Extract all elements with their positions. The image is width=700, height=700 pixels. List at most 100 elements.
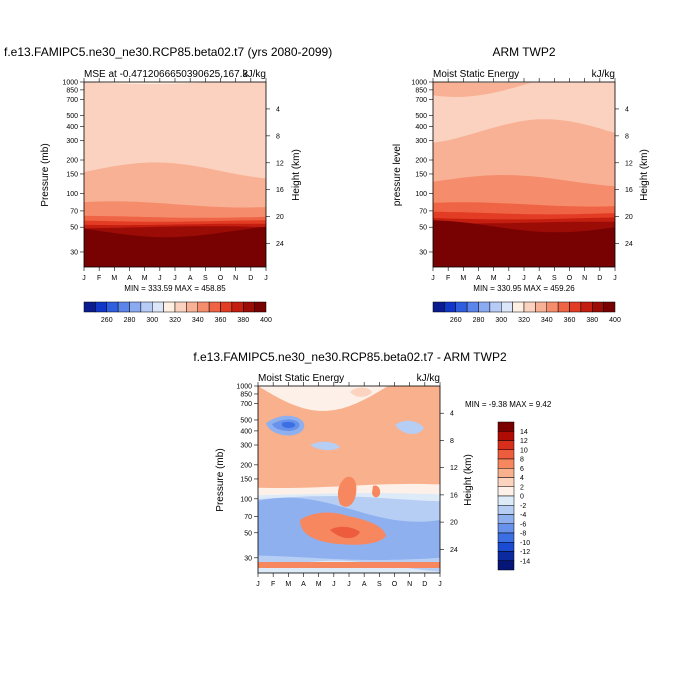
y-tick-label: 30 xyxy=(244,555,252,562)
x-tick-label: J xyxy=(82,275,86,282)
x-tick-label: J xyxy=(264,275,268,282)
colorbar-swatch xyxy=(140,301,153,313)
y-tick-label-right: 16 xyxy=(625,187,633,194)
colorbar-swatch xyxy=(580,301,593,313)
y-tick-label: 30 xyxy=(70,249,78,256)
x-tick-label: N xyxy=(582,275,587,282)
contour-blob xyxy=(337,476,357,507)
x-tick-label: M xyxy=(285,581,291,588)
y-tick-label: 100 xyxy=(66,191,78,198)
y-tick-label-right: 12 xyxy=(450,465,458,472)
y-tick-label: 1000 xyxy=(62,80,78,87)
colorbar-label: -2 xyxy=(520,503,526,510)
y-tick-label: 200 xyxy=(66,158,78,165)
x-tick-label: A xyxy=(301,581,306,588)
colorbar-swatch xyxy=(501,301,513,313)
x-tick-label: J xyxy=(332,581,336,588)
y-tick-label: 150 xyxy=(240,476,252,483)
x-tick-label: J xyxy=(438,581,442,588)
colorbar-swatch xyxy=(497,542,515,552)
colorbar-swatch xyxy=(220,301,233,313)
colorbar-swatch xyxy=(174,301,187,313)
y-tick-label: 850 xyxy=(415,87,427,94)
x-tick-label: J xyxy=(173,275,177,282)
colorbar-label: 360 xyxy=(215,317,227,324)
x-tick-label: A xyxy=(188,275,193,282)
y-tick-label: 500 xyxy=(415,113,427,120)
y-axis-label-right: Height (km) xyxy=(291,149,302,201)
colorbar: 260 280 300 320 340 360 380 400 xyxy=(83,301,272,324)
contour-blob xyxy=(258,562,440,568)
colorbar-swatch xyxy=(603,301,616,313)
colorbar-label: 4 xyxy=(520,475,524,482)
panel-subtitle-right: kJ/kg xyxy=(243,69,266,80)
y-tick-label-right: 20 xyxy=(625,214,633,221)
x-tick-label: J xyxy=(158,275,162,282)
y-tick-label: 200 xyxy=(415,158,427,165)
colorbar-swatch xyxy=(557,301,570,313)
x-tick-label: J xyxy=(347,581,351,588)
colorbar-label: 12 xyxy=(520,438,528,445)
x-tick-label: M xyxy=(142,275,148,282)
colorbar-label: 340 xyxy=(192,317,204,324)
colorbar-label: 400 xyxy=(260,317,272,324)
y-tick-label-right: 4 xyxy=(625,106,629,113)
x-tick-label: A xyxy=(127,275,132,282)
x-tick-label: J xyxy=(613,275,617,282)
colorbar-swatch xyxy=(497,495,515,506)
y-tick-label: 50 xyxy=(244,530,252,537)
x-tick-label: N xyxy=(407,581,412,588)
x-tick-label: A xyxy=(476,275,481,282)
x-tick-label: S xyxy=(377,581,382,588)
y-tick-label-right: 8 xyxy=(625,133,629,140)
x-tick-label: M xyxy=(460,275,466,282)
contour-band xyxy=(433,220,615,267)
colorbar-swatch xyxy=(106,301,119,313)
axes: J F M A M J J A S O N D J 30 50 70 100 150 200 300 400 500 700… xyxy=(62,78,284,282)
colorbar-label: -14 xyxy=(520,558,530,565)
y-tick-label: 300 xyxy=(415,138,427,145)
x-tick-label: J xyxy=(522,275,526,282)
contour-blob xyxy=(330,526,360,539)
colorbar-swatch xyxy=(497,431,515,441)
colorbar-label: -10 xyxy=(520,540,530,547)
y-tick-label-right: 16 xyxy=(450,492,458,499)
y-tick-label: 400 xyxy=(415,124,427,131)
panel-model: f.e13.FAMIPC5.ne30_ne30.RCP85.beta02.t7 … xyxy=(4,45,332,324)
colorbar-swatch xyxy=(497,560,515,571)
y-tick-label-right: 24 xyxy=(276,241,284,248)
panel-subtitle-left: MSE at -0.4712066650390625,167.3 xyxy=(84,69,248,80)
colorbar-label: 400 xyxy=(609,317,621,324)
colorbar-swatch xyxy=(523,301,536,313)
colorbar-swatch xyxy=(569,301,582,313)
y-tick-label-right: 20 xyxy=(276,214,284,221)
colorbar-swatch xyxy=(129,301,142,313)
colorbar-swatch xyxy=(497,514,515,524)
y-axis-label-right: Height (km) xyxy=(463,454,474,506)
y-tick-label: 1000 xyxy=(236,384,252,391)
contour-bands xyxy=(84,82,266,267)
colorbar-swatch xyxy=(535,301,547,313)
colorbar-label: 300 xyxy=(146,317,158,324)
colorbar-swatch xyxy=(512,301,525,313)
y-tick-label-right: 8 xyxy=(276,133,280,140)
colorbar-label: 6 xyxy=(520,466,524,473)
x-tick-label: F xyxy=(446,275,450,282)
colorbar-swatch xyxy=(163,301,176,313)
colorbar-swatch xyxy=(546,301,559,313)
contour-blob xyxy=(372,485,381,498)
colorbar-label: 320 xyxy=(169,317,181,324)
panel-subtitle-left: Moist Static Energy xyxy=(258,373,344,384)
colorbar-swatch xyxy=(497,468,515,478)
colorbar-label: 10 xyxy=(520,447,528,454)
y-tick-label: 200 xyxy=(240,462,252,469)
y-tick-label-right: 20 xyxy=(450,520,458,527)
y-tick-label: 150 xyxy=(415,171,427,178)
y-tick-label: 700 xyxy=(240,401,252,408)
contour-blob xyxy=(281,421,296,428)
y-tick-label: 70 xyxy=(244,514,252,521)
colorbar-label: 360 xyxy=(564,317,576,324)
y-tick-label-right: 24 xyxy=(450,547,458,554)
colorbar-label: 380 xyxy=(586,317,598,324)
